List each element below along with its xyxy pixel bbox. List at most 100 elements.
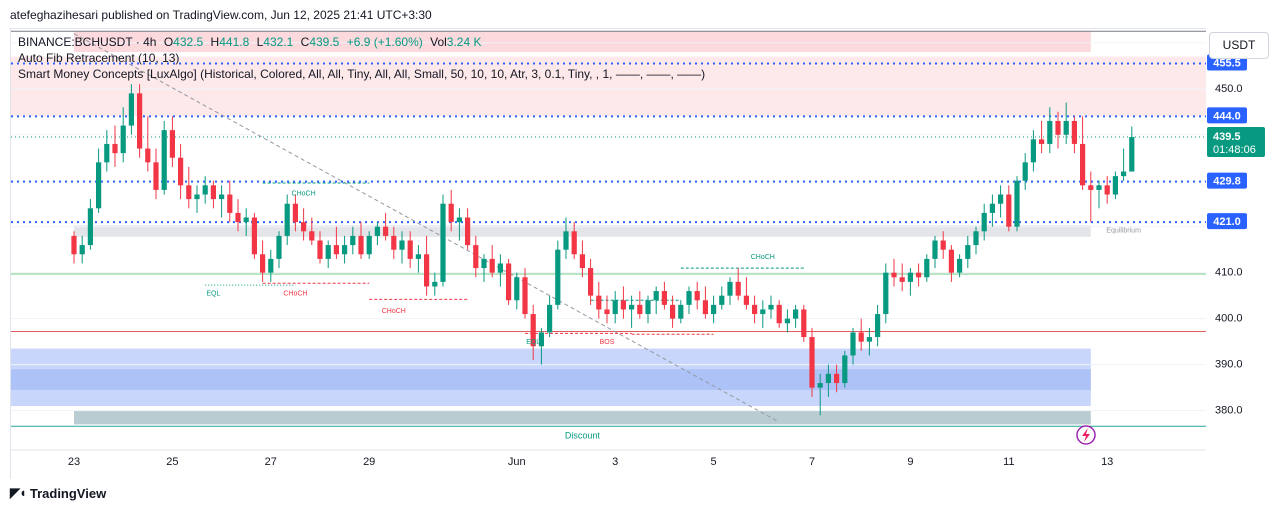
candle [178,157,184,186]
candle [424,254,430,287]
chart-pane[interactable]: CHoCH EQL CHoCH CHoCH EQL BOS CHoCH Equilibrium… [10,28,1206,479]
candle [694,291,700,301]
zone-label-discount: Discount [565,430,601,440]
candle [497,263,503,273]
candle [325,245,331,259]
candle [932,240,938,259]
candle [743,295,749,305]
candle [1055,120,1061,135]
candlestick-chart[interactable]: CHoCH EQL CHoCH CHoCH EQL BOS CHoCH Equilibrium… [11,29,1206,479]
candle [940,240,946,250]
annotation-label: Equilibrium [1106,228,1141,235]
open-value: 432.5 [173,35,204,49]
candle [686,291,692,305]
time-tick-label: 9 [907,456,913,468]
candle [555,249,561,305]
annotation-label: BOS [600,339,615,346]
candle [1112,176,1118,195]
candle [1047,120,1053,144]
candle [604,309,610,315]
close-value: 439.5 [309,35,340,49]
candle [87,208,93,246]
zone-premium [74,31,1091,52]
candle [522,277,528,315]
price-tick-label: 390.0 [1215,359,1243,371]
annotation-label: EQL [526,339,540,346]
candle [645,300,651,315]
candle [284,203,290,236]
candle [120,125,126,154]
candle [1022,162,1028,181]
candle [629,304,635,310]
candle [1121,171,1127,177]
candle [784,318,790,324]
publisher-info: atefeghazihesari published on TradingVie… [10,8,432,22]
candle [563,231,569,250]
candle [1030,139,1036,163]
candle [350,235,356,246]
level-badge [1207,107,1247,124]
tradingview-logo-icon: ◤◖ [10,485,27,500]
candle [702,300,708,315]
price-axis[interactable]: 380.0390.0400.0410.0450.0460.0455.5444.0… [1205,28,1281,478]
candle [711,304,717,315]
candle [112,143,118,154]
candle [866,337,872,342]
annotation-label: EQL [206,291,220,298]
candle [137,93,143,149]
zone-discount-strong [11,369,1091,390]
candle [1071,120,1077,144]
bar-countdown-label: 01:48:06 [1213,144,1256,156]
candle [596,295,602,310]
brand-label: TradingView [29,485,107,501]
candle [678,304,684,319]
candle [169,130,175,158]
candle [752,304,758,315]
time-tick-label: 25 [166,456,178,468]
candle [383,226,389,236]
candle [1088,185,1094,190]
candle [153,162,159,190]
candle [1039,139,1045,144]
time-tick-label: 29 [363,456,375,468]
candle [719,295,725,305]
currency-button[interactable]: USDT [1209,32,1269,59]
alert-bolt-icon [1076,425,1096,445]
candle [260,254,266,273]
candle [809,337,815,388]
time-tick-label: 7 [809,456,815,468]
candle [448,203,454,223]
time-tick-label: Jun [508,456,526,468]
candle [891,272,897,278]
candle [825,373,831,384]
candle [210,185,216,200]
candle [79,245,85,255]
candle [1104,185,1110,195]
change-value: +6.9 (+1.60%) [346,35,423,49]
candle [916,272,922,278]
candle [219,194,225,200]
candle [530,314,536,347]
candle [998,194,1004,204]
annotation-label: CHoCH [382,308,406,315]
candle [333,245,339,255]
candle [588,268,594,296]
indicator-fib[interactable]: Auto Fib Retracement (10, 13) [18,51,180,65]
price-tick-label: 450.0 [1215,83,1243,95]
candle [1006,194,1012,227]
candle [670,304,676,319]
bolt-glyph [1082,428,1090,442]
candle [801,309,807,338]
tradingview-brand[interactable]: ◤◖ TradingView [10,485,106,501]
candle [834,373,840,384]
candle [366,235,372,255]
low-value: 432.1 [263,35,294,49]
symbol-label[interactable]: BINANCE:BCHUSDT · 4h [18,35,157,49]
candle [653,291,659,301]
top-bar: atefeghazihesari published on TradingVie… [0,0,1281,28]
level-badge-label: 455.5 [1213,57,1241,69]
candle [727,281,733,296]
indicator-smc[interactable]: Smart Money Concepts [LuxAlgo] (Historic… [18,67,706,81]
annotation-label: CHoCH [751,254,775,261]
candle [1096,185,1102,190]
